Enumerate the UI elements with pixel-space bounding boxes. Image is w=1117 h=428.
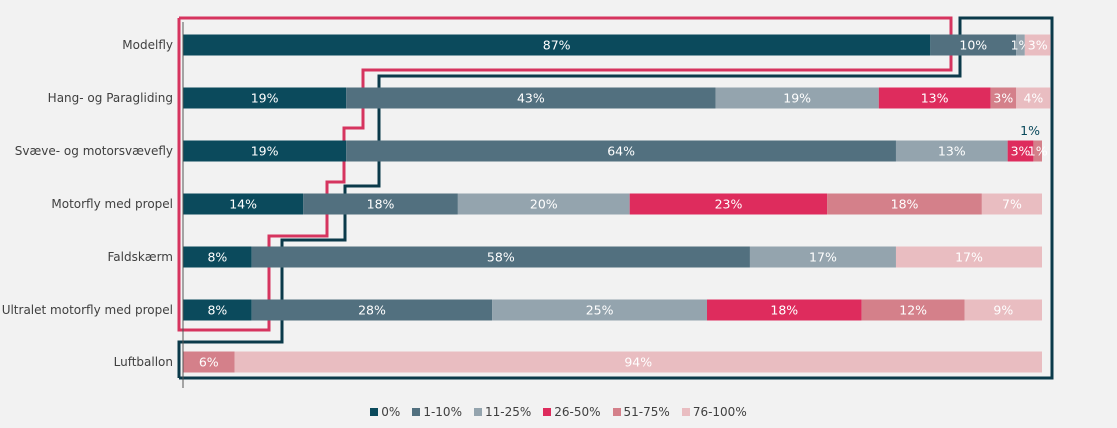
legend-swatch [612, 408, 621, 416]
data-label: 3% [1028, 38, 1048, 53]
highlight-outline-pink [177, 16, 953, 332]
data-label: 18% [891, 197, 919, 212]
bar-segment [251, 246, 750, 268]
data-label: 1% [1028, 144, 1048, 159]
bar-segment [1016, 87, 1051, 109]
category-label: Ultralet motorfly med propel [2, 303, 173, 317]
bar-segment [457, 193, 630, 215]
data-label: 18% [367, 197, 395, 212]
bar-segment [251, 299, 493, 321]
data-label: 8% [207, 303, 227, 318]
bar-segment [1033, 140, 1042, 162]
bar-segment [964, 299, 1042, 321]
category-label: Hang- og Paragliding [48, 91, 173, 105]
bar-segment [1024, 34, 1051, 56]
legend-label: 26-50% [554, 405, 601, 419]
data-label: 19% [783, 91, 811, 106]
legend-item: 26-50% [543, 405, 601, 419]
bar-segment [183, 193, 304, 215]
data-label: 64% [607, 144, 635, 159]
bar-segment [930, 34, 1017, 56]
bar-segment [183, 246, 252, 268]
legend-label: 51-75% [623, 405, 670, 419]
bar-segment [895, 140, 1008, 162]
legend-item: 76-100% [681, 405, 747, 419]
category-label: Luftballon [114, 355, 173, 369]
data-label: 7% [1002, 197, 1022, 212]
bar-segment [878, 87, 991, 109]
bar-segment [895, 246, 1042, 268]
category-label: Motorfly med propel [51, 197, 173, 211]
legend-item: 51-75% [612, 405, 670, 419]
data-label: 17% [809, 250, 837, 265]
data-label: 13% [921, 91, 949, 106]
data-label: 58% [487, 250, 515, 265]
bar-segment [183, 351, 235, 373]
legend-swatch [543, 408, 552, 416]
legend-swatch [412, 408, 421, 416]
bar-segment [715, 87, 879, 109]
data-label: 9% [993, 303, 1013, 318]
data-label: 19% [251, 91, 279, 106]
bar-segment [234, 351, 1043, 373]
category-labels: Modelfly Hang- og Paragliding Svæve- og mo… [2, 38, 173, 369]
legend-swatch [473, 408, 482, 416]
bar-segment [981, 193, 1042, 215]
data-label: 20% [530, 197, 558, 212]
category-label: Faldskærm [107, 250, 173, 264]
data-label: 14% [229, 197, 257, 212]
legend-item: 1-10% [412, 405, 462, 419]
legend-item: 11-25% [473, 405, 532, 419]
data-label: 18% [770, 303, 798, 318]
bar-segment [1007, 140, 1034, 162]
bar-segment [749, 246, 896, 268]
legend-label: 1-10% [423, 405, 462, 419]
legend-swatch [370, 408, 379, 416]
legend-label: 76-100% [692, 405, 747, 419]
legend-label: 11-25% [484, 405, 532, 419]
data-label: 87% [543, 38, 571, 53]
bar-segment [861, 299, 965, 321]
data-label: 3% [993, 91, 1013, 106]
bar-segment [183, 299, 252, 321]
highlight-outline-dark [177, 16, 1054, 380]
data-label: 4% [1023, 91, 1043, 106]
data-label: 8% [207, 250, 227, 265]
data-label: 43% [517, 91, 545, 106]
bar-segment [183, 87, 347, 109]
bar-segment [629, 193, 828, 215]
data-label: 13% [938, 144, 966, 159]
data-label: 17% [955, 250, 983, 265]
data-label: 25% [586, 303, 614, 318]
bar-segment [827, 193, 982, 215]
data-label: 6% [199, 355, 219, 370]
data-label: 23% [715, 197, 743, 212]
legend-item: 0% [370, 405, 400, 419]
data-label: 3% [1011, 144, 1031, 159]
data-label: 28% [358, 303, 386, 318]
bar-segment [990, 87, 1017, 109]
data-label: 94% [624, 355, 652, 370]
data-label: 19% [251, 144, 279, 159]
highlight-outlines [177, 16, 1054, 380]
bar-segment [492, 299, 707, 321]
data-label: 10% [959, 38, 987, 53]
legend-label: 0% [381, 405, 401, 419]
legend: 0% 1-10% 11-25% 26-50% 51-75% 76-100% [0, 405, 1117, 419]
category-label: Svæve- og motorsvævefly [15, 144, 173, 158]
data-label: 12% [899, 303, 927, 318]
bar-segment [183, 140, 347, 162]
bar-segment [303, 193, 458, 215]
legend-swatch [681, 408, 690, 416]
bar-segment [1016, 34, 1025, 56]
category-label: Modelfly [122, 38, 173, 52]
bar-segment [346, 140, 896, 162]
bars: 87% 10% 1%3%19% 43% 19% 13% 3% 4%19% 64% 13% 3%1%1… [183, 34, 1051, 373]
bar-segment [183, 34, 931, 56]
bar-segment [706, 299, 862, 321]
bar-segment [346, 87, 716, 109]
annotation-label: 1% [1020, 123, 1040, 138]
